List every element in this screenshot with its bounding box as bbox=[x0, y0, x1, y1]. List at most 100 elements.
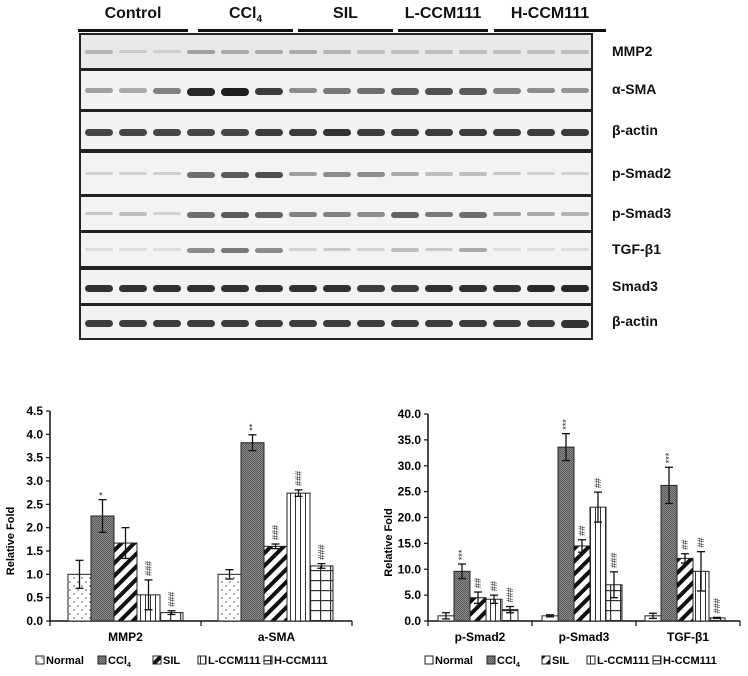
blot-band bbox=[493, 171, 521, 176]
legend-label: CCl4 bbox=[497, 655, 520, 669]
blot-band bbox=[425, 171, 453, 176]
blot-band bbox=[459, 171, 487, 176]
blot-panel-mmp2 bbox=[79, 33, 593, 70]
significance-marker: *** bbox=[664, 452, 674, 463]
blot-band bbox=[119, 171, 147, 175]
blot-band bbox=[289, 211, 317, 217]
x-category-label: p-Smad2 bbox=[455, 630, 506, 644]
y-tick-label: 25.0 bbox=[398, 485, 422, 499]
legend-swatch-3 bbox=[586, 655, 596, 665]
blot-panel-alpha-sma bbox=[79, 69, 593, 111]
blot-band bbox=[561, 284, 589, 293]
blot-band bbox=[323, 284, 351, 292]
blot-band bbox=[527, 320, 555, 328]
bar-l-ccm111-p-smad3 bbox=[589, 506, 607, 622]
blot-band bbox=[357, 211, 385, 217]
blot-band bbox=[357, 320, 385, 328]
blot-band bbox=[493, 320, 521, 328]
y-tick-label: 0.0 bbox=[26, 614, 43, 628]
significance-marker: ## bbox=[680, 540, 690, 550]
blot-band bbox=[85, 49, 113, 54]
significance-marker: ## bbox=[696, 538, 706, 548]
group-label: CCl bbox=[228, 5, 257, 22]
blot-band bbox=[289, 88, 317, 94]
blot-band bbox=[323, 247, 351, 252]
blot-band bbox=[119, 128, 147, 136]
blot-band bbox=[221, 128, 249, 136]
blot-band bbox=[459, 128, 487, 136]
legend-swatch-2 bbox=[152, 655, 162, 665]
legend-swatch-0 bbox=[424, 655, 434, 665]
blot-band bbox=[187, 128, 215, 136]
x-category-label: a-SMA bbox=[258, 630, 296, 644]
blot-band bbox=[221, 211, 249, 218]
significance-marker: ### bbox=[144, 561, 154, 576]
significance-marker: ### bbox=[167, 592, 177, 607]
significance-marker: *** bbox=[457, 549, 467, 560]
legend-label: L-CCM111 bbox=[597, 655, 650, 667]
blot-band bbox=[391, 247, 419, 252]
blot-band bbox=[221, 284, 249, 292]
group-header-control: Control bbox=[78, 4, 188, 32]
blot-band bbox=[459, 284, 487, 292]
blot-label-p-smad2: p-Smad2 bbox=[612, 164, 672, 181]
blot-label-tgf-beta1: TGF-β1 bbox=[612, 240, 661, 257]
blot-label-p-smad3: p-Smad3 bbox=[612, 204, 672, 221]
group-header-h-ccm111: H-CCM111 bbox=[494, 4, 606, 32]
bar-h-ccm111-a-sma bbox=[309, 565, 334, 622]
blot-band bbox=[561, 171, 589, 175]
y-tick-label: 35.0 bbox=[398, 433, 422, 447]
y-tick-label: 15.0 bbox=[398, 536, 422, 550]
blot-band bbox=[153, 320, 181, 328]
x-category-label: p-Smad3 bbox=[559, 630, 610, 644]
blot-panel-beta-actin-1 bbox=[79, 110, 593, 151]
significance-marker: ### bbox=[712, 598, 722, 613]
blot-band bbox=[391, 211, 419, 218]
blot-band bbox=[391, 320, 419, 328]
bar-sil-a-sma bbox=[263, 545, 288, 622]
blot-band bbox=[527, 211, 555, 216]
group-label: L-CCM111 bbox=[404, 5, 482, 22]
legend-swatch-4 bbox=[263, 655, 273, 665]
bar-sil-tgf-β1 bbox=[676, 557, 694, 622]
blot-band bbox=[221, 49, 249, 54]
group-underline bbox=[78, 29, 188, 32]
blot-band bbox=[289, 49, 317, 54]
y-tick-label: 0.5 bbox=[26, 591, 43, 605]
blot-band bbox=[119, 88, 147, 93]
group-header-ccl4: CCl4 bbox=[198, 4, 293, 32]
blot-band bbox=[221, 171, 249, 178]
bar-l-ccm111-a-sma bbox=[286, 492, 311, 622]
legend-label: Normal bbox=[46, 655, 84, 667]
blot-band bbox=[119, 247, 147, 251]
blot-band bbox=[289, 171, 317, 177]
group-label: SIL bbox=[333, 5, 358, 22]
blot-band bbox=[425, 211, 453, 218]
blot-band bbox=[255, 171, 283, 179]
blot-band bbox=[357, 247, 385, 251]
group-underline bbox=[198, 29, 293, 32]
group-underline bbox=[298, 29, 393, 32]
blot-band bbox=[425, 49, 453, 54]
blot-band bbox=[153, 171, 181, 176]
group-label: Control bbox=[104, 5, 162, 22]
bar-normal-a-sma bbox=[217, 573, 242, 622]
blot-band bbox=[561, 320, 589, 328]
blot-band bbox=[119, 211, 147, 216]
blot-band bbox=[323, 49, 351, 54]
blot-band bbox=[255, 49, 283, 54]
legend-swatch-3 bbox=[197, 655, 207, 665]
blot-band bbox=[187, 49, 215, 55]
blot-band bbox=[493, 211, 521, 217]
blot-band bbox=[187, 88, 215, 96]
legend-swatch-1 bbox=[486, 655, 496, 665]
significance-marker: ### bbox=[317, 545, 327, 560]
significance-marker: ## bbox=[593, 478, 603, 488]
y-tick-label: 1.0 bbox=[26, 567, 43, 581]
significance-marker: ### bbox=[609, 553, 619, 568]
blot-band bbox=[323, 88, 351, 94]
blot-band bbox=[255, 247, 283, 253]
legend-label: SIL bbox=[163, 655, 180, 667]
significance-marker: ### bbox=[271, 525, 281, 540]
blot-band bbox=[187, 247, 215, 253]
